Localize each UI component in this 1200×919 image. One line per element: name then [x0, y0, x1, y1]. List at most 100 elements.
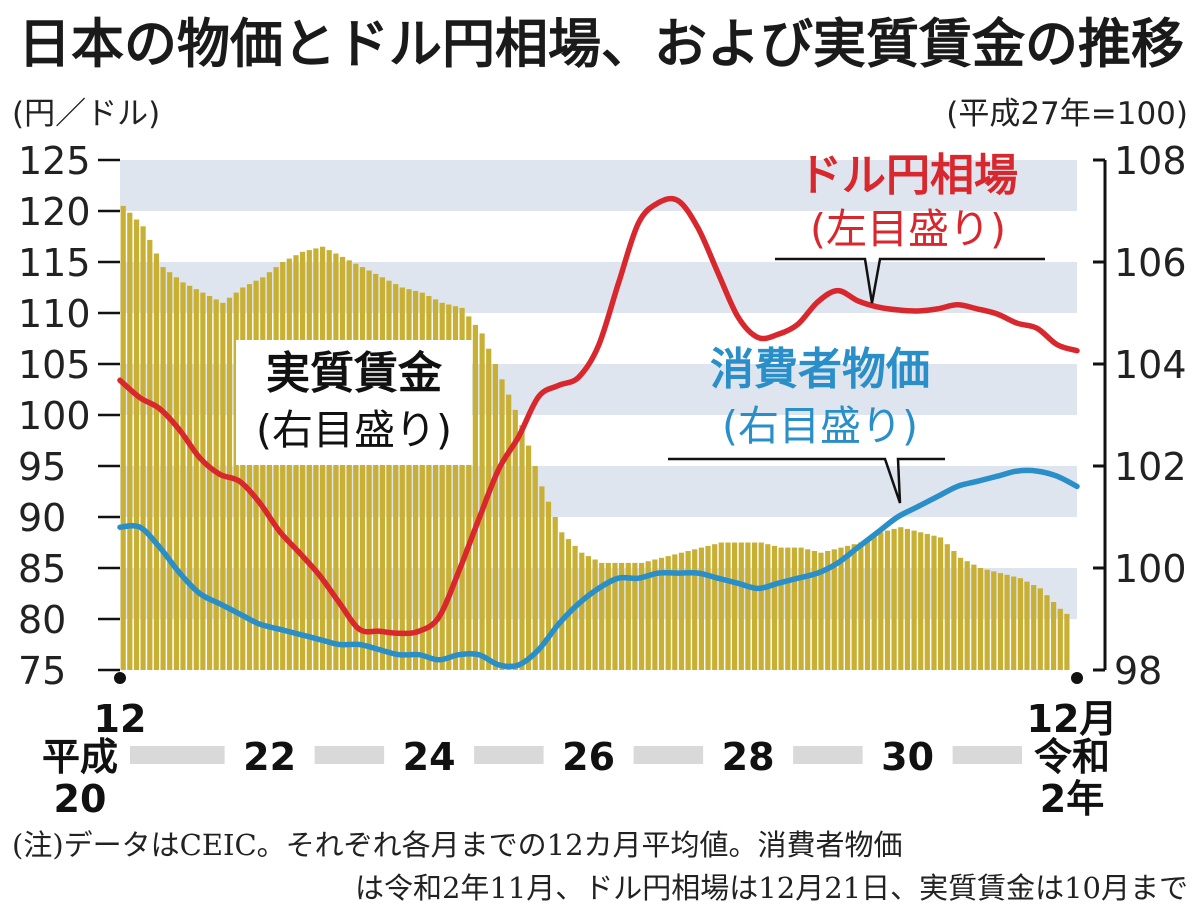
era-label-bg — [224, 742, 315, 768]
wage-bar — [924, 534, 930, 670]
wage-bar — [153, 253, 159, 670]
era-label: 令和 — [1034, 735, 1110, 779]
wage-bar — [904, 528, 910, 670]
right-tick-label: 100 — [1114, 547, 1187, 591]
wage-bar — [838, 547, 844, 670]
wage-bar — [758, 542, 764, 670]
wage-bar — [459, 307, 465, 670]
wage-bar — [260, 277, 266, 670]
footnote-line-1: (注)データはCEIC。それぞれ各月までの12カ月平均値。消費者物価 — [12, 828, 903, 862]
wage-bar — [1024, 581, 1030, 670]
wage-bar — [798, 547, 804, 670]
wage-bar — [918, 532, 924, 670]
wage-bar — [845, 545, 851, 670]
x-start-dot — [114, 672, 126, 684]
era-label-bg — [384, 742, 475, 768]
wage-bar — [851, 544, 857, 670]
cpi-leader — [668, 457, 945, 504]
wage-bar — [732, 542, 738, 670]
wage-bar — [253, 280, 259, 670]
wage-bar — [492, 364, 498, 670]
footnote-line-2: は令和2年11月、ドル円相場は12月21日、実質賃金は10月まで — [355, 871, 1188, 905]
era-label-bg — [862, 742, 953, 768]
wage-bar — [625, 562, 631, 670]
wage-bar — [771, 545, 778, 670]
left-tick-label: 95 — [18, 445, 66, 489]
wage-bar — [160, 267, 166, 670]
wage-bar — [698, 547, 704, 670]
wage-bar — [811, 551, 817, 670]
era-label-bg — [543, 742, 634, 768]
wage-bar — [672, 554, 678, 670]
wage-bar — [512, 409, 518, 670]
era-label: 20 — [54, 777, 107, 821]
wage-bar — [565, 539, 572, 670]
usd-jpy-line — [117, 195, 1080, 637]
wage-bar — [280, 262, 286, 670]
wage-bar — [180, 282, 186, 670]
wage-bar — [725, 542, 731, 670]
wage-label: 実質賃金 — [266, 348, 443, 399]
wage-bar — [532, 466, 538, 670]
wage-bar — [413, 290, 419, 670]
wage-bar — [898, 527, 904, 670]
wage-bar — [379, 277, 385, 670]
wage-bar — [605, 562, 611, 670]
left-tick-label: 105 — [18, 343, 91, 387]
wage-bar — [592, 559, 598, 670]
wage-bar — [1044, 595, 1050, 670]
band-80 — [120, 568, 1077, 619]
right-tick-label: 98 — [1114, 649, 1162, 693]
wage-bar — [652, 559, 658, 670]
left-axis-ticks: 125 120 115 110 105 100 95 90 85 80 75 — [18, 139, 120, 693]
wage-bar — [778, 547, 784, 670]
wage-bar — [366, 270, 372, 670]
left-tick-label: 75 — [18, 649, 66, 693]
wage-bar — [406, 289, 412, 670]
wage-bar — [1017, 578, 1023, 670]
wage-bar — [506, 394, 512, 670]
wage-bar — [559, 532, 565, 670]
wage-bar — [399, 287, 405, 670]
cpi-label: 消費者物価 — [710, 344, 930, 395]
wage-bar — [545, 501, 552, 670]
era-label-bg — [30, 742, 130, 768]
wage-bar — [971, 564, 977, 670]
background-bands — [120, 160, 1077, 619]
left-tick-label: 100 — [18, 394, 91, 438]
wage-bar — [997, 573, 1004, 670]
wage-bar — [220, 302, 226, 670]
wage-bar — [472, 324, 478, 670]
wage-bar — [519, 425, 525, 670]
wage-bar — [585, 556, 591, 670]
wage-bar — [173, 277, 179, 670]
era-label: 2年 — [1040, 777, 1104, 821]
right-tick-label: 104 — [1114, 343, 1187, 387]
wage-bar — [911, 530, 917, 670]
wage-bar — [871, 535, 877, 670]
left-axis-unit: (円／ドル) — [12, 96, 160, 132]
left-tick-label: 125 — [18, 139, 91, 183]
era-label: 22 — [243, 735, 296, 779]
wage-bar — [466, 316, 472, 670]
wage-bar — [486, 348, 492, 670]
era-label-bg — [703, 742, 794, 768]
wage-bar — [1011, 576, 1017, 670]
wage-bar — [678, 552, 685, 670]
wage-bar — [127, 212, 133, 670]
wage-bar — [133, 219, 140, 670]
wage-label-bg — [236, 340, 472, 465]
wage-bar — [705, 545, 711, 670]
wage-bar — [353, 263, 359, 670]
chart-title: 日本の物価とドル円相場、および実質賃金の推移 — [18, 14, 1184, 75]
band-120 — [120, 160, 1077, 211]
wage-bar — [1064, 613, 1070, 670]
x-start-label: 12 — [94, 697, 147, 741]
era-label: 24 — [403, 735, 456, 779]
right-axis-unit: (平成27年=100) — [946, 96, 1188, 132]
wage-bar — [685, 551, 691, 670]
wage-bar — [140, 226, 146, 671]
wage-bar — [386, 280, 392, 670]
